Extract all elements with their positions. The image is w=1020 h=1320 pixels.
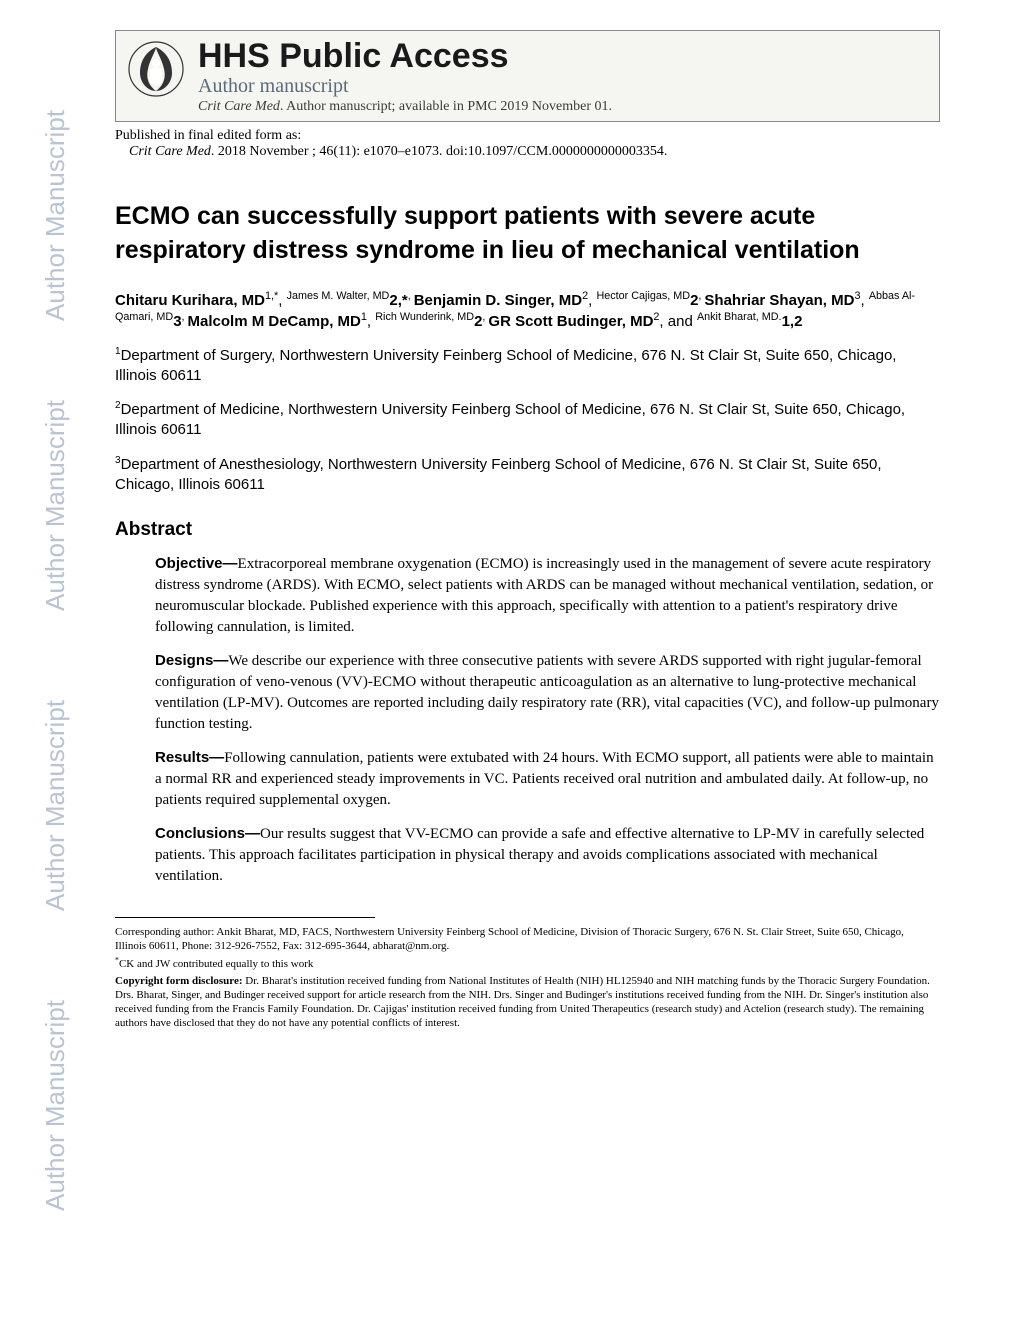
publication-info: Published in final edited form as: Crit … bbox=[115, 128, 940, 160]
affil-text: Department of Surgery, Northwestern Univ… bbox=[115, 347, 896, 384]
journal-availability: Crit Care Med. Author manuscript; availa… bbox=[198, 99, 929, 115]
pub-citation: Crit Care Med. 2018 November ; 46(11): e… bbox=[115, 144, 940, 160]
header-box: HHS Public Access Author manuscript Crit… bbox=[115, 30, 940, 122]
pub-line1: Published in final edited form as: bbox=[115, 128, 940, 144]
affiliation-3: 3Department of Anesthesiology, Northwest… bbox=[115, 455, 940, 496]
affiliation-1: 1Department of Surgery, Northwestern Uni… bbox=[115, 346, 940, 387]
abstract-text: Extracorporeal membrane oxygenation (ECM… bbox=[155, 556, 933, 635]
hhs-title: HHS Public Access bbox=[198, 39, 929, 73]
availability-text: . Author manuscript; available in PMC 20… bbox=[280, 99, 612, 114]
watermark-text: Author Manuscript bbox=[40, 1000, 71, 1211]
pub-citation-rest: . 2018 November ; 46(11): e1070–e1073. d… bbox=[211, 144, 667, 159]
affil-text: Department of Medicine, Northwestern Uni… bbox=[115, 401, 905, 438]
abstract-conclusions: Conclusions—Our results suggest that VV-… bbox=[155, 823, 940, 887]
pub-journal: Crit Care Med bbox=[129, 144, 211, 159]
author-list: Chitaru Kurihara, MD1,*, James M. Walter… bbox=[115, 290, 940, 332]
footnote-equal-text: CK and JW contributed equally to this wo… bbox=[119, 958, 313, 970]
abstract-label: Objective— bbox=[155, 555, 238, 572]
affil-text: Department of Anesthesiology, Northweste… bbox=[115, 456, 882, 493]
abstract-label: Conclusions— bbox=[155, 825, 260, 842]
watermark-text: Author Manuscript bbox=[40, 700, 71, 911]
abstract-text: We describe our experience with three co… bbox=[155, 653, 939, 732]
article-title: ECMO can successfully support patients w… bbox=[115, 200, 940, 268]
abstract-label: Results— bbox=[155, 749, 224, 766]
footnote-equal: *CK and JW contributed equally to this w… bbox=[115, 958, 935, 972]
header-texts: HHS Public Access Author manuscript Crit… bbox=[198, 39, 929, 115]
journal-name: Crit Care Med bbox=[198, 99, 280, 114]
author-manuscript-label: Author manuscript bbox=[198, 75, 929, 98]
abstract-heading: Abstract bbox=[115, 519, 940, 541]
abstract-objective: Objective—Extracorporeal membrane oxygen… bbox=[155, 553, 940, 638]
footnote-copyright-label: Copyright form disclosure: bbox=[115, 975, 243, 987]
watermark-text: Author Manuscript bbox=[40, 110, 71, 321]
affiliation-2: 2Department of Medicine, Northwestern Un… bbox=[115, 400, 940, 441]
page-content: HHS Public Access Author manuscript Crit… bbox=[115, 0, 940, 1030]
footnote-corresponding: Corresponding author: Ankit Bharat, MD, … bbox=[115, 926, 935, 954]
footnote-copyright: Copyright form disclosure: Dr. Bharat's … bbox=[115, 975, 935, 1030]
abstract-text: Our results suggest that VV-ECMO can pro… bbox=[155, 826, 924, 884]
footnote-rule bbox=[115, 917, 375, 922]
hhs-logo-icon bbox=[126, 39, 186, 99]
abstract-text: Following cannulation, patients were ext… bbox=[155, 750, 934, 808]
watermark-text: Author Manuscript bbox=[40, 400, 71, 611]
abstract-designs: Designs—We describe our experience with … bbox=[155, 650, 940, 735]
abstract-label: Designs— bbox=[155, 652, 228, 669]
abstract-results: Results—Following cannulation, patients … bbox=[155, 747, 940, 811]
